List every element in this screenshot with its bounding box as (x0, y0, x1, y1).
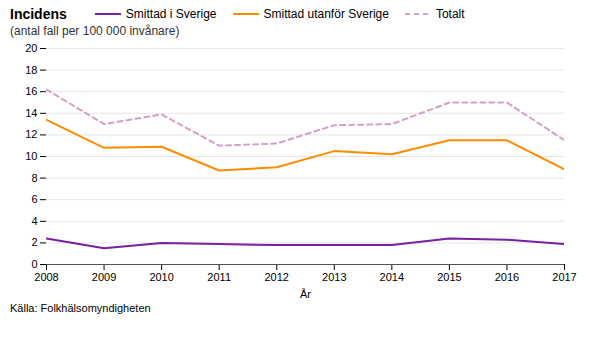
svg-text:2014: 2014 (380, 271, 404, 283)
html-text:Incidens: Incidens (10, 6, 67, 22)
svg-text:2017: 2017 (552, 271, 576, 283)
html-text:Källa: Folkhälsomyndigheten: Källa: Folkhälsomyndigheten (10, 302, 151, 314)
svg-text:4: 4 (31, 215, 37, 227)
svg-text:12: 12 (25, 128, 37, 140)
svg-text:2: 2 (31, 236, 37, 248)
svg-text:2013: 2013 (322, 271, 346, 283)
svg-text:18: 18 (25, 64, 37, 76)
svg-text:0: 0 (31, 258, 37, 270)
html-text:Smittad utanför Sverige: Smittad utanför Sverige (263, 7, 389, 21)
svg-text:2008: 2008 (34, 271, 58, 283)
svg-text:2015: 2015 (437, 271, 461, 283)
svg-text:2011: 2011 (207, 271, 231, 283)
svg-text:6: 6 (31, 193, 37, 205)
svg-text:20: 20 (25, 42, 37, 54)
svg-text:8: 8 (31, 172, 37, 184)
svg-text:14: 14 (25, 107, 37, 119)
svg-text:2012: 2012 (264, 271, 288, 283)
svg-text:2016: 2016 (495, 271, 519, 283)
html-text:Smittad i Sverige: Smittad i Sverige (125, 7, 217, 21)
svg-text:År: År (300, 288, 311, 300)
svg-text:16: 16 (25, 85, 37, 97)
html-text:(antal fall per 100 000 invåna: (antal fall per 100 000 invånare) (10, 24, 180, 38)
svg-text:2010: 2010 (149, 271, 173, 283)
svg-text:10: 10 (25, 150, 37, 162)
svg-text:2009: 2009 (92, 271, 116, 283)
html-text:Totalt: Totalt (435, 7, 465, 21)
